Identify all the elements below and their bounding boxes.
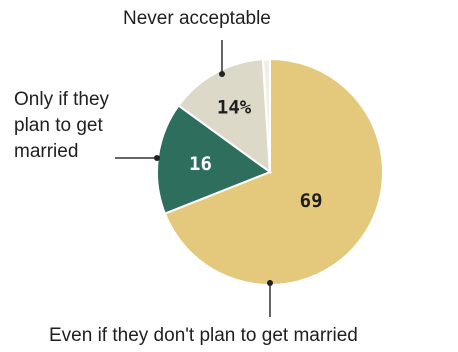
callout-only-if-married: Only if they plan to get married [14,89,109,163]
callout-never-acceptable: Never acceptable [123,8,271,29]
data-labels: 69 16 14% [189,97,322,212]
pie-slices [156,57,384,286]
data-label-even-if-not-married: 69 [300,190,323,212]
callout-only-if-line-1: Only if they [14,89,110,110]
leader-dot-even-if-not-married [267,280,273,286]
data-label-never-acceptable: 14% [217,97,252,119]
leader-lines [115,40,273,317]
data-label-only-if-married: 16 [189,153,212,175]
callout-only-if-line-3: married [14,141,79,162]
slice-remaining [261,57,271,173]
callout-even-if-not-married: Even if they don't plan to get married [49,325,358,346]
slice-even-if-not-married [163,57,384,286]
slice-never-acceptable [177,58,272,175]
callout-only-if-line-2: plan to get [14,115,103,136]
leader-dot-only-if-married [154,155,160,161]
leader-dot-never-acceptable [219,71,225,77]
